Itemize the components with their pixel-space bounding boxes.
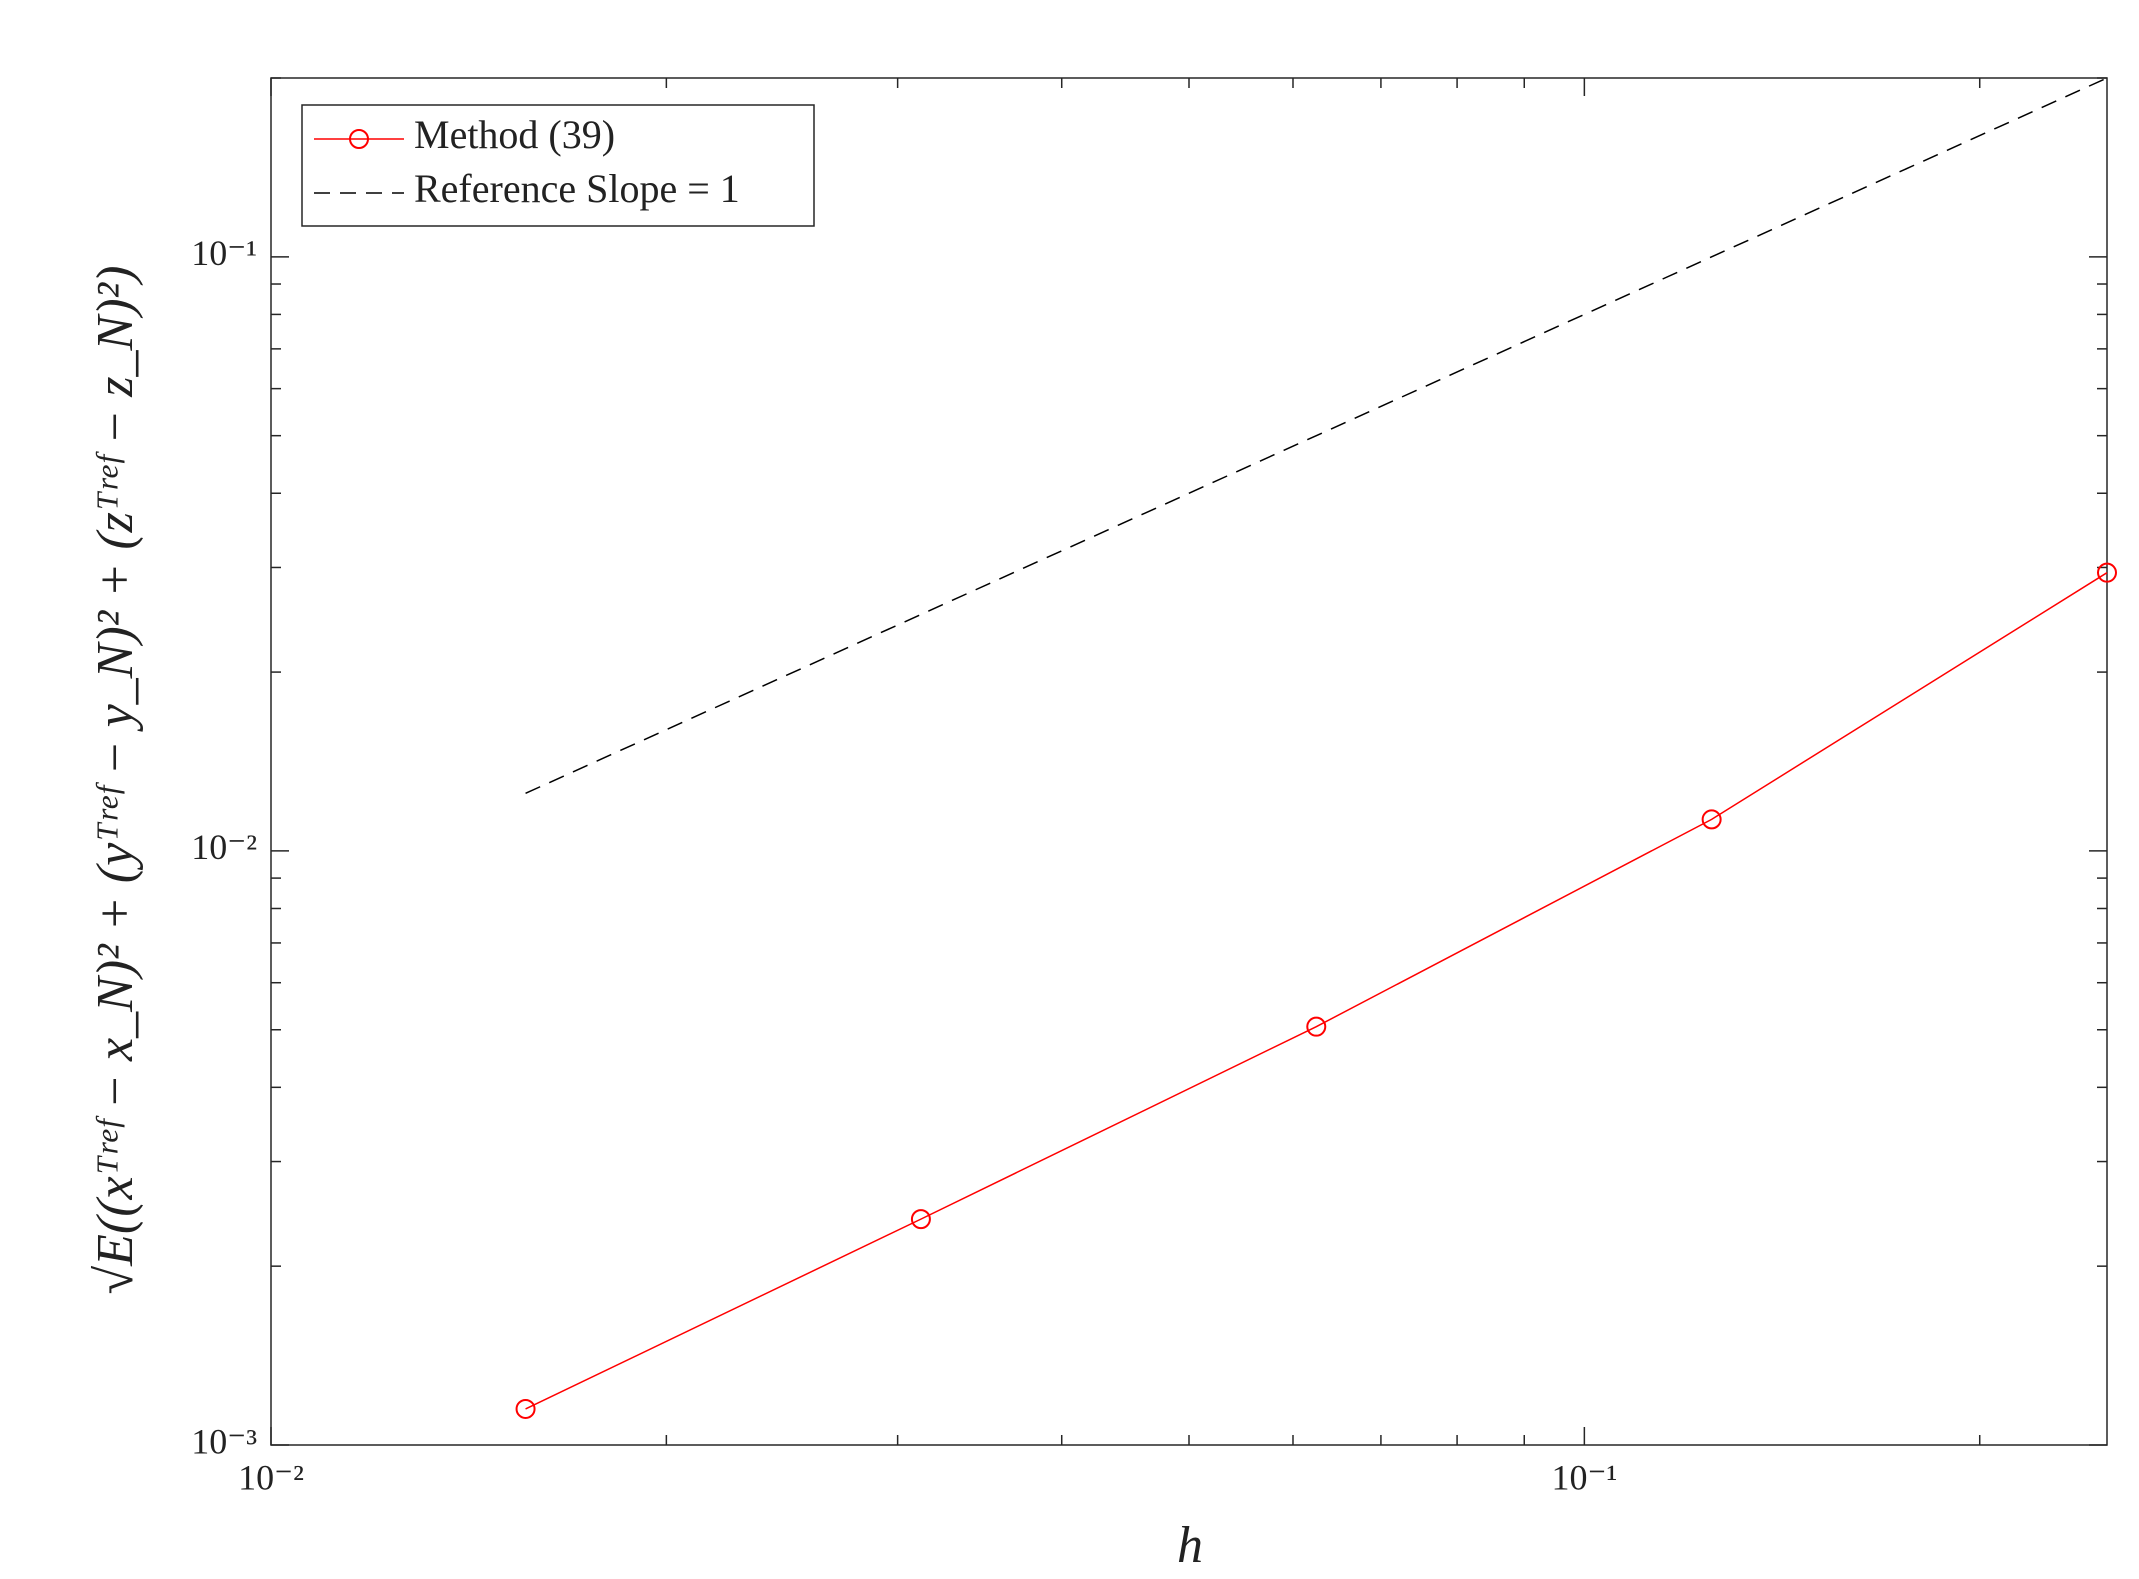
x-tick-label: 10⁻² bbox=[238, 1457, 304, 1497]
series-line bbox=[525, 572, 2108, 1410]
legend-marker bbox=[349, 129, 369, 149]
legend-box bbox=[301, 104, 815, 227]
data-point bbox=[910, 1209, 931, 1230]
y-axis-label: √E((xᵀʳᵉᶠ − x_N)² + (yᵀʳᵉᶠ − y_N)² + (zᵀ… bbox=[87, 266, 144, 1295]
x-axis-label: h bbox=[1177, 1517, 1203, 1574]
data-point bbox=[1701, 809, 1722, 830]
y-tick-label: 10⁻³ bbox=[191, 1421, 257, 1461]
data-point bbox=[1306, 1016, 1327, 1037]
legend-label: Method (39) bbox=[414, 112, 615, 157]
x-tick-label: 10⁻¹ bbox=[1551, 1457, 1617, 1497]
legend-label: Reference Slope = 1 bbox=[414, 166, 740, 211]
y-tick-label: 10⁻² bbox=[191, 827, 257, 867]
data-point bbox=[2097, 562, 2117, 583]
y-tick-label: 10⁻¹ bbox=[191, 233, 257, 273]
data-point bbox=[515, 1398, 536, 1419]
plot-frame bbox=[270, 77, 2108, 1446]
series-line bbox=[525, 77, 2108, 795]
